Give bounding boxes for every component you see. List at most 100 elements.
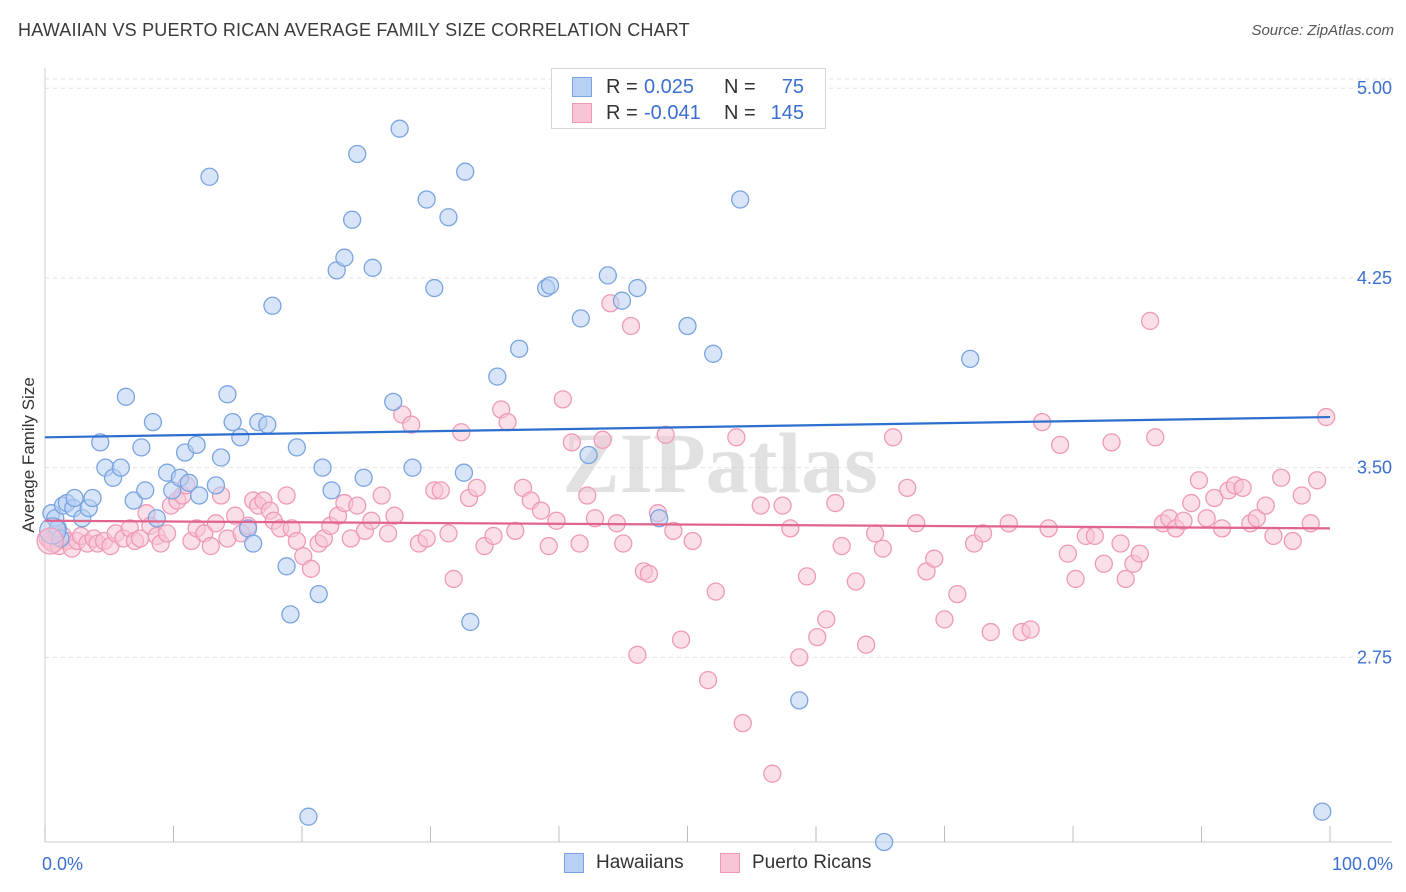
hawaiians-point <box>91 433 110 452</box>
puerto-ricans-point <box>656 425 675 444</box>
hawaiians-point <box>206 476 226 495</box>
hawaiians-point <box>147 509 166 528</box>
puerto-ricans-point <box>981 622 1000 642</box>
puerto-ricans-point <box>826 493 845 513</box>
puerto-ricans-point <box>925 549 944 568</box>
puerto-ricans-legend-swatch <box>720 853 740 873</box>
tick-labels: 2.75 3.50 4.25 5.00 0.0% 100.0% <box>42 78 1393 874</box>
puerto-ricans-point <box>547 511 566 530</box>
puerto-ricans-point <box>570 534 589 553</box>
puerto-ricans-point <box>506 521 525 541</box>
grid-lines <box>45 78 1392 658</box>
puerto-ricans-point <box>439 524 458 543</box>
puerto-ricans-point <box>348 496 367 515</box>
puerto-ricans-point <box>1085 526 1104 546</box>
y-tick-label: 5.00 <box>1357 78 1392 98</box>
hawaiians-point <box>313 458 332 477</box>
hawaiians-point <box>510 339 529 358</box>
watermark: ZIPatlas <box>562 415 877 511</box>
legend-r-label: R = <box>606 101 638 124</box>
hawaiians-legend-label: Hawaiians <box>596 852 684 873</box>
puerto-ricans-point <box>790 648 809 667</box>
hawaiians-point <box>628 278 647 298</box>
puerto-ricans-point <box>832 536 851 556</box>
puerto-ricans-point <box>402 415 421 434</box>
puerto-ricans-point <box>706 582 725 601</box>
puerto-ricans-point <box>935 610 954 629</box>
hawaiians-point <box>348 144 367 164</box>
legend-r-label: R = <box>606 75 638 98</box>
x-tick-label-max: 100.0% <box>1332 854 1393 874</box>
puerto-ricans-point <box>1094 554 1113 573</box>
hawaiians-point <box>111 458 130 477</box>
trend-lines <box>44 415 1331 530</box>
hawaiians-point <box>132 438 151 457</box>
x-tick-label-min: 0.0% <box>42 854 83 874</box>
puerto-ricans-point <box>1021 620 1040 639</box>
puerto-ricans-point <box>999 514 1018 533</box>
puerto-ricans-point <box>671 630 691 649</box>
puerto-ricans-point <box>378 524 398 543</box>
puerto-ricans-point <box>873 539 892 558</box>
puerto-ricans-point <box>452 423 471 442</box>
puerto-ricans-point <box>1174 511 1193 530</box>
puerto-ricans-point <box>781 519 800 538</box>
puerto-ricans-point <box>1140 311 1160 331</box>
hawaiians-point <box>231 428 250 447</box>
hawaiians-point <box>223 412 242 432</box>
hawaiians-point <box>650 509 669 528</box>
puerto-ricans-point <box>1111 534 1130 553</box>
hawaiians-point <box>211 448 231 467</box>
puerto-ricans-point <box>773 496 792 515</box>
hawaiians-point <box>65 488 84 508</box>
hawaiians-point <box>299 807 318 826</box>
legend-n-label: N = <box>724 75 756 98</box>
puerto-ricans-point <box>1247 509 1266 528</box>
puerto-ricans-point <box>1256 496 1275 515</box>
y-tick-label: 4.25 <box>1357 268 1392 288</box>
data-points <box>36 119 1336 852</box>
puerto-ricans-point <box>865 524 885 543</box>
puerto-ricans-point <box>36 527 64 555</box>
puerto-ricans-point <box>1283 531 1302 551</box>
puerto-ricans-point <box>1292 486 1311 505</box>
hawaiians-point <box>454 463 474 482</box>
puerto-ricans-point <box>797 567 817 586</box>
hawaiians-trend-line <box>44 415 1331 439</box>
puerto-ricans-point <box>385 506 404 525</box>
hawaiians-point <box>309 584 328 604</box>
hawaiians-point <box>731 190 750 209</box>
legend-n-value: 145 <box>770 101 804 124</box>
puerto-ricans-point <box>531 501 551 520</box>
hawaiians-point <box>461 612 480 632</box>
puerto-ricans-legend-label: Puerto Ricans <box>752 852 872 873</box>
puerto-ricans-point <box>683 531 702 551</box>
puerto-ricans-point <box>539 536 558 556</box>
puerto-ricans-point <box>417 529 436 548</box>
puerto-ricans-point <box>727 428 746 447</box>
hawaiians-point <box>390 119 409 138</box>
legend-r-value: 0.025 <box>644 75 695 98</box>
puerto-ricans-point <box>907 514 926 533</box>
puerto-ricans-point <box>898 478 917 498</box>
puerto-ricans-point <box>1039 519 1058 538</box>
hawaiians-point <box>790 691 809 710</box>
puerto-ricans-point <box>698 670 718 690</box>
puerto-ricans-point <box>1197 509 1216 528</box>
bottom-legend-hawaiians: Hawaiians <box>564 852 684 874</box>
puerto-ricans-point <box>467 478 486 498</box>
puerto-ricans-point <box>733 713 752 733</box>
hawaiians-point <box>143 412 163 432</box>
correlation-legend: R = 0.025 N = 75 R = -0.041 N = 145 <box>551 68 826 129</box>
hawaiians-point <box>598 266 617 285</box>
hawaiians-point <box>704 344 723 363</box>
puerto-ricans-point <box>664 521 683 541</box>
puerto-ricans-point <box>817 610 836 629</box>
puerto-ricans-point <box>206 514 226 533</box>
hawaiians-point <box>417 190 436 209</box>
hawaiians-point <box>335 248 354 267</box>
puerto-ricans-point <box>1146 428 1165 447</box>
puerto-ricans-point <box>585 509 605 528</box>
hawaiians-point <box>678 316 697 336</box>
puerto-ricans-point <box>763 764 782 783</box>
